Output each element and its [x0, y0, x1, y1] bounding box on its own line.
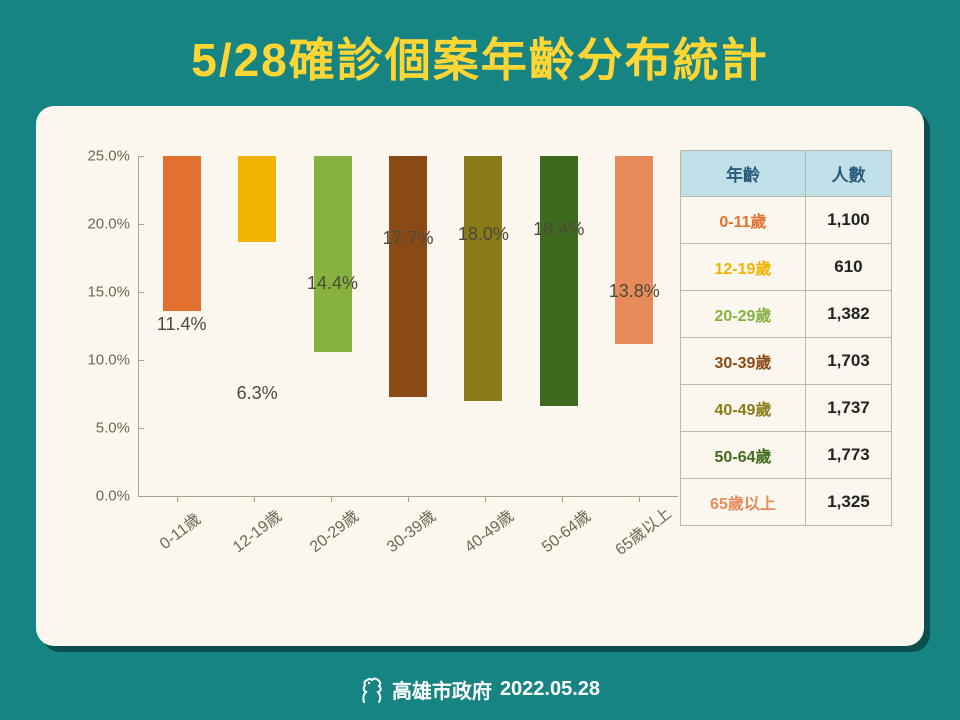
y-tick-label: 10.0%: [87, 352, 130, 369]
data-table-wrap: 年齡 人數 0-11歲1,10012-19歲61020-29歲1,38230-3…: [662, 136, 892, 626]
bar-value-label: 18.4%: [533, 219, 584, 240]
footer: 高雄市政府 2022.05.28: [0, 675, 960, 704]
x-tick-label: 20-29歲: [296, 497, 372, 563]
x-tick-mark: [254, 496, 255, 502]
bar: [615, 156, 653, 344]
table-cell-age: 65歲以上: [681, 479, 806, 526]
x-tick-mark: [639, 496, 640, 502]
table-row: 20-29歲1,382: [681, 291, 892, 338]
bar-chart: 0.0% 5.0% 10.0% 15.0% 20.0% 25.0% 11.4% 6.3% 14…: [68, 136, 662, 626]
content-panel: 0.0% 5.0% 10.0% 15.0% 20.0% 25.0% 11.4% 6.3% 14…: [36, 106, 924, 646]
table-cell-count: 1,325: [805, 479, 891, 526]
y-tick-label: 15.0%: [87, 284, 130, 301]
table-cell-age: 12-19歲: [681, 244, 806, 291]
x-tick-label: 50-64歲: [527, 497, 603, 563]
plot-area: 11.4% 6.3% 14.4% 17.7% 18.0% 18.4% 13.8%: [138, 156, 678, 496]
x-axis-labels: 0-11歲12-19歲20-29歲30-39歲40-49歲50-64歲65歲以上: [138, 504, 678, 528]
bar-value-label: 14.4%: [307, 273, 358, 294]
bar-slot: 14.4%: [295, 156, 370, 496]
table-cell-count: 1,737: [805, 385, 891, 432]
bar-slot: 18.4%: [521, 156, 596, 496]
bar-value-label: 18.0%: [458, 224, 509, 245]
table-row: 65歲以上1,325: [681, 479, 892, 526]
table-cell-count: 1,382: [805, 291, 891, 338]
table-cell-age: 30-39歲: [681, 338, 806, 385]
table-row: 40-49歲1,737: [681, 385, 892, 432]
y-tick-label: 5.0%: [96, 420, 130, 437]
table-row: 50-64歲1,773: [681, 432, 892, 479]
y-axis: 0.0%5.0%10.0%15.0%20.0%25.0%: [68, 156, 138, 496]
kaohsiung-logo-icon: [360, 676, 384, 704]
y-tick-label: 0.0%: [96, 488, 130, 505]
bar-slot: 18.0%: [446, 156, 521, 496]
bar-value-label: 6.3%: [237, 383, 278, 404]
x-tick-label: 0-11歲: [141, 497, 217, 563]
bar-slot: 11.4%: [144, 156, 219, 496]
y-tick-label: 25.0%: [87, 148, 130, 165]
x-tick-mark: [562, 496, 563, 502]
x-tick-mark: [485, 496, 486, 502]
x-tick-mark: [331, 496, 332, 502]
bar: [540, 156, 578, 406]
bar: [163, 156, 201, 311]
bar-value-label: 13.8%: [609, 281, 660, 302]
x-tick-label: 40-49歲: [450, 497, 526, 563]
table-row: 0-11歲1,100: [681, 197, 892, 244]
page-title: 5/28確診個案年齡分布統計: [0, 0, 960, 106]
table-cell-count: 1,773: [805, 432, 891, 479]
x-tick-mark: [408, 496, 409, 502]
bar: [464, 156, 502, 401]
bar: [389, 156, 427, 397]
footer-org: 高雄市政府: [392, 675, 492, 704]
bar-slot: 17.7%: [370, 156, 445, 496]
bar-slot: 13.8%: [597, 156, 672, 496]
table-cell-age: 40-49歲: [681, 385, 806, 432]
table-row: 12-19歲610: [681, 244, 892, 291]
x-tick-label: 12-19歲: [218, 497, 294, 563]
table-row: 30-39歲1,703: [681, 338, 892, 385]
table-cell-age: 20-29歲: [681, 291, 806, 338]
table-header-age: 年齡: [681, 151, 806, 197]
footer-date: 2022.05.28: [500, 678, 600, 701]
bar: [238, 156, 276, 242]
bar-value-label: 17.7%: [382, 228, 433, 249]
table-cell-count: 1,703: [805, 338, 891, 385]
x-tick-label: 30-39歲: [373, 497, 449, 563]
bar: [314, 156, 352, 352]
table-header-count: 人數: [805, 151, 891, 197]
bar-slot: 6.3%: [219, 156, 294, 496]
x-tick-mark: [177, 496, 178, 502]
table-cell-count: 610: [805, 244, 891, 291]
table-cell-age: 50-64歲: [681, 432, 806, 479]
data-table: 年齡 人數 0-11歲1,10012-19歲61020-29歲1,38230-3…: [680, 150, 892, 526]
y-tick-label: 20.0%: [87, 216, 130, 233]
table-cell-count: 1,100: [805, 197, 891, 244]
bar-value-label: 11.4%: [157, 314, 207, 335]
table-cell-age: 0-11歲: [681, 197, 806, 244]
